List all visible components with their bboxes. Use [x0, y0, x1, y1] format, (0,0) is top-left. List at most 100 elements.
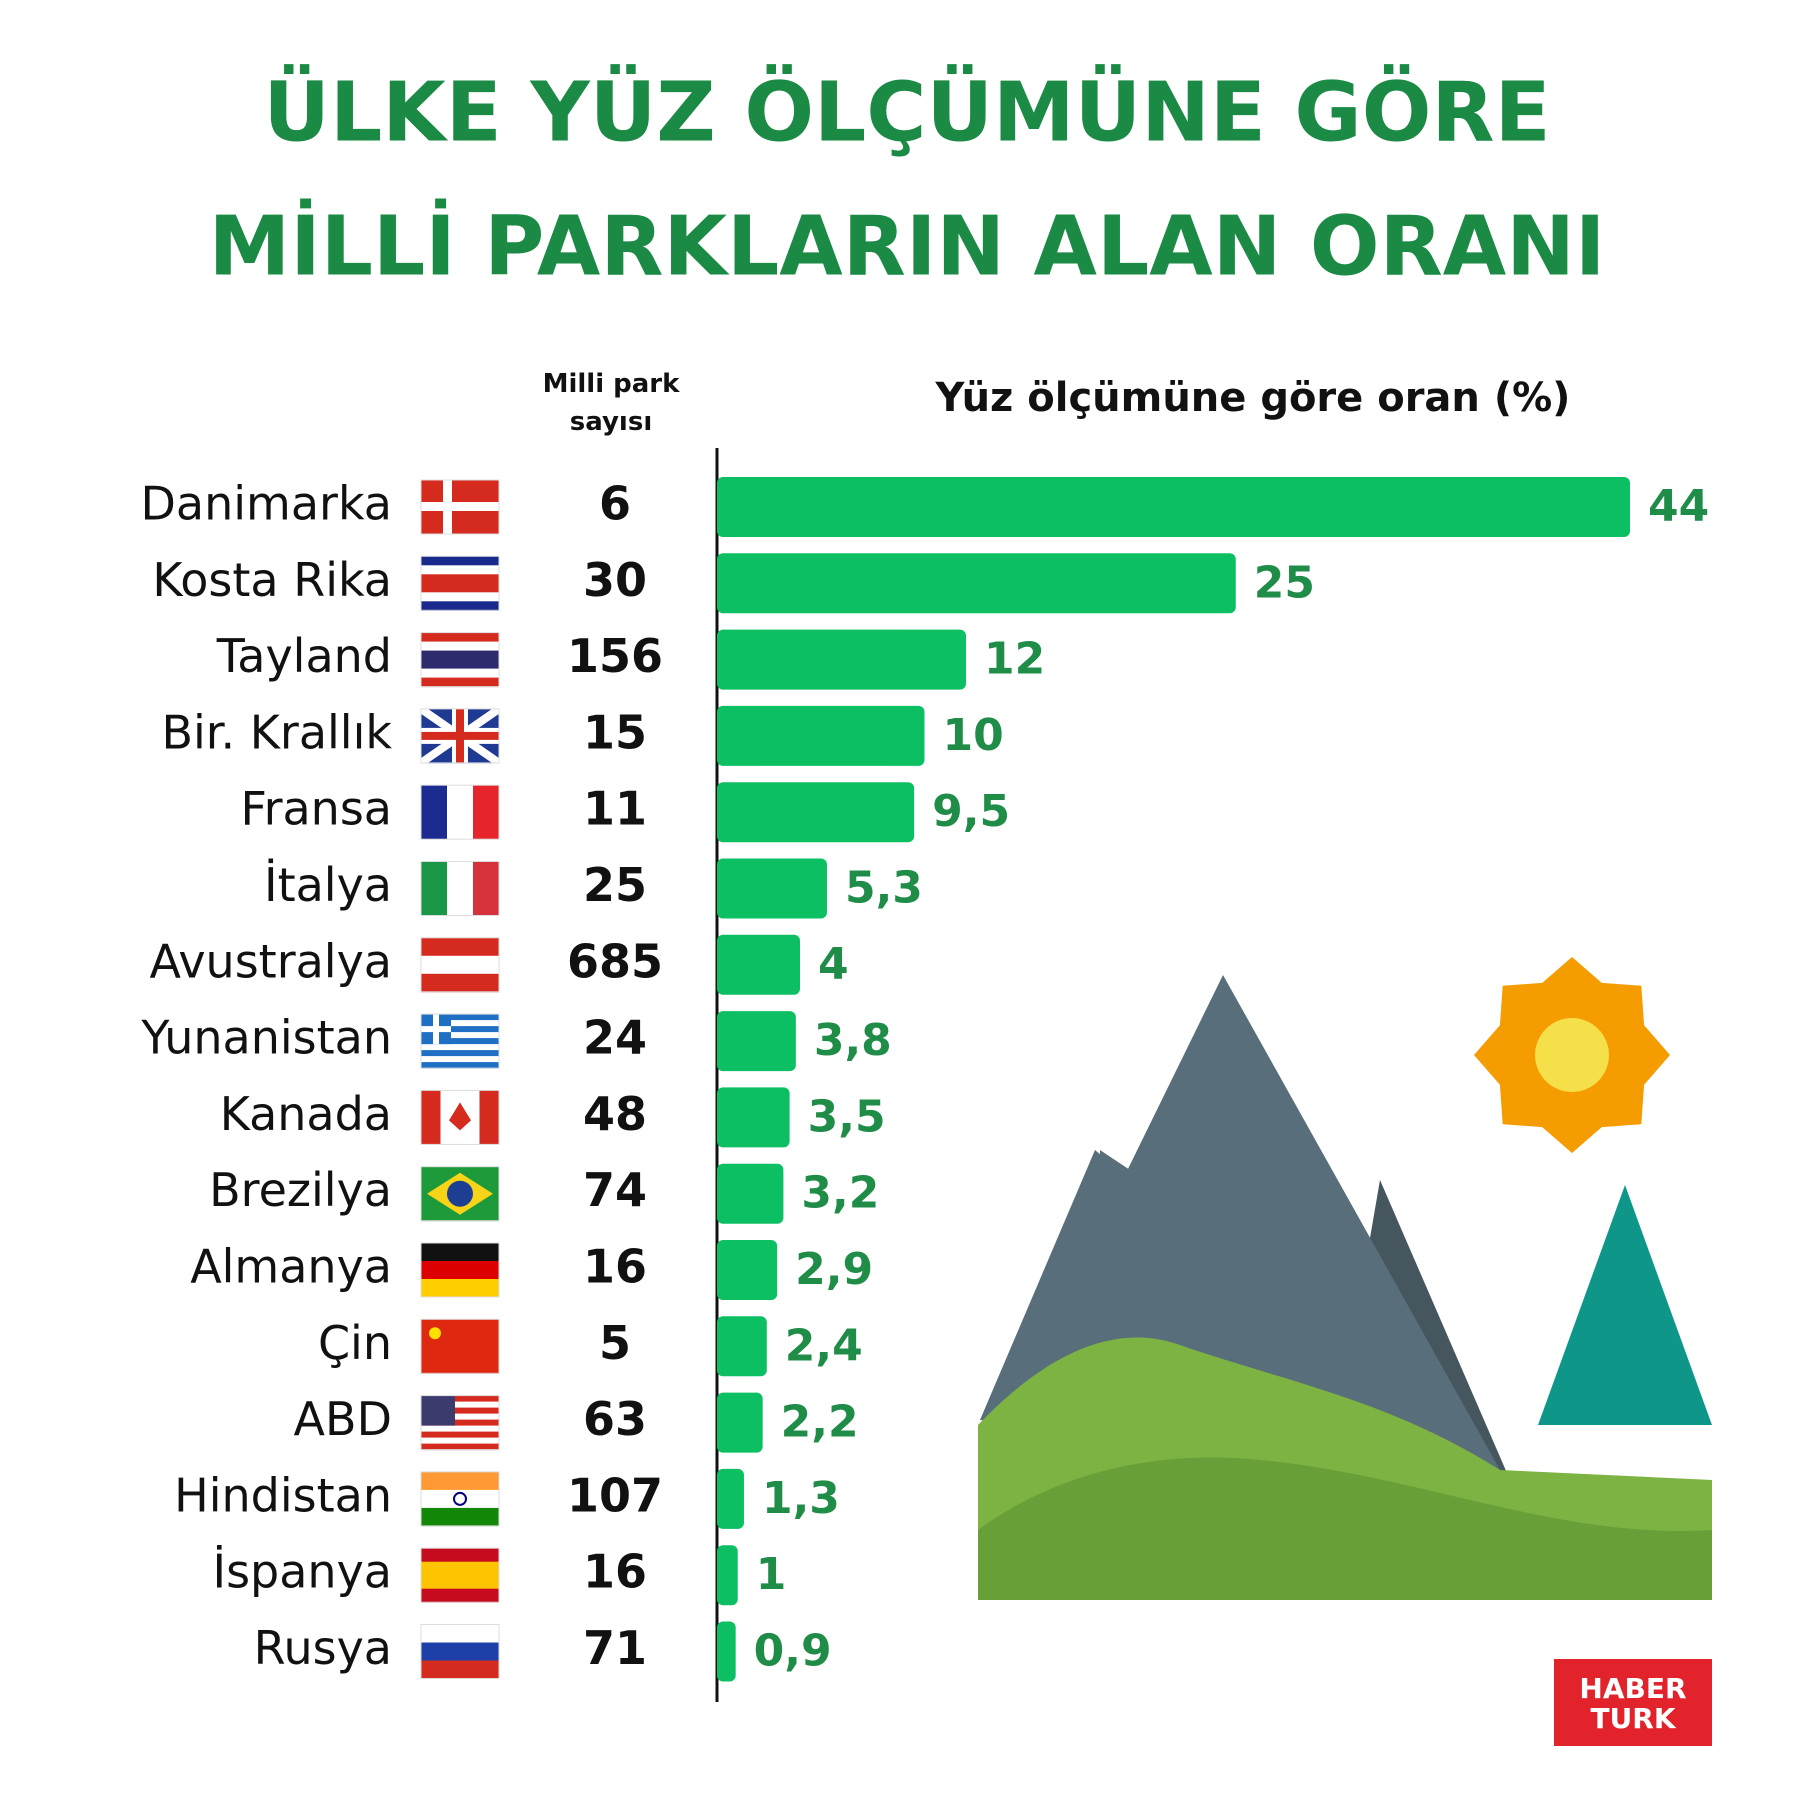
flag: [420, 1013, 500, 1069]
category-label: Brezilya: [209, 1163, 392, 1217]
category-label: Kosta Rika: [152, 553, 392, 607]
flag-border: [420, 708, 500, 764]
bar: [717, 1468, 744, 1529]
flag-part: [421, 731, 499, 740]
flag: [420, 861, 500, 916]
bar: [717, 477, 1630, 537]
flag-part: [473, 861, 500, 916]
category-label: Çin: [318, 1316, 392, 1370]
flag-border: [420, 1089, 500, 1145]
park-count: 16: [583, 1545, 647, 1599]
category-label: Tayland: [216, 629, 392, 683]
flag-part: [421, 1319, 499, 1374]
park-count: 15: [583, 705, 647, 759]
flag-border: [420, 479, 500, 535]
flag-border: [420, 937, 500, 993]
flag-part: [421, 1437, 499, 1445]
flag: [420, 1242, 500, 1298]
park-count: 71: [583, 1621, 647, 1675]
flag-border: [420, 1471, 500, 1527]
bar: [717, 553, 1236, 614]
flag-part: [421, 677, 499, 688]
category-label: ABD: [294, 1392, 392, 1446]
flag-border: [420, 1242, 500, 1298]
flag-part: [421, 556, 499, 566]
value-label: 3,8: [814, 1015, 892, 1066]
bar: [717, 1240, 778, 1300]
bar: [717, 1392, 763, 1453]
flag-part: [421, 650, 499, 661]
flag-part: [429, 1327, 441, 1340]
flag-part: [421, 565, 499, 575]
flag-part: [421, 1489, 499, 1509]
value-label: 44: [1648, 481, 1709, 532]
flag-part: [421, 955, 499, 975]
flag-part: [421, 1261, 499, 1280]
value-label: 25: [1254, 557, 1315, 608]
flag: [420, 1547, 500, 1603]
category-label: Hindistan: [174, 1468, 392, 1522]
flag-part: [421, 502, 499, 511]
flag-part: [421, 601, 499, 611]
park-count: 30: [583, 553, 647, 607]
flag-part: [447, 861, 474, 916]
category-label: İspanya: [213, 1545, 393, 1599]
flag-part: [479, 1090, 500, 1145]
bar: [717, 858, 827, 919]
flag-part: [421, 1561, 499, 1576]
bar: [717, 782, 915, 843]
flag-part: [453, 1491, 467, 1506]
flag-border: [420, 1318, 500, 1374]
flag-part: [421, 1395, 499, 1403]
flag: [418, 705, 502, 767]
flag-part: [440, 1090, 461, 1145]
park-count: 11: [583, 782, 647, 836]
flag-part: [421, 1026, 499, 1033]
flag-border: [420, 784, 500, 840]
flag-part: [421, 668, 499, 679]
landscape-illustration: [978, 957, 1712, 1600]
flag-part: [421, 641, 499, 652]
flag-part: [449, 1102, 471, 1131]
chart-title: ÜLKE YÜZ ÖLÇÜMÜNE GÖRE: [263, 64, 1550, 160]
value-label: 2,9: [795, 1244, 873, 1295]
flag-part: [421, 1413, 499, 1421]
flag: [420, 555, 500, 611]
category-label: Almanya: [190, 1240, 392, 1294]
flag: [420, 784, 500, 840]
value-label: 1,3: [762, 1473, 840, 1524]
flag-part: [421, 1090, 441, 1145]
park-count: 685: [567, 934, 663, 988]
value-label: 0,9: [754, 1626, 832, 1677]
flag-part: [421, 973, 499, 993]
flag-part: [421, 1395, 455, 1426]
flag-border: [420, 1547, 500, 1603]
category-label: Yunanistan: [140, 1011, 392, 1065]
flag-part: [421, 574, 499, 584]
flag-part: [421, 785, 448, 840]
flag-part: [421, 583, 499, 593]
flag-part: [421, 659, 499, 670]
value-label: 12: [984, 634, 1045, 685]
flag-part: [421, 1020, 499, 1027]
flag: [420, 1624, 500, 1679]
category-label: Kanada: [220, 1087, 392, 1141]
flag-part: [421, 1431, 499, 1439]
flag: [420, 479, 500, 535]
flag-part: [421, 1443, 499, 1451]
park-count: 16: [583, 1240, 647, 1294]
flag-part: [421, 1407, 499, 1415]
flag-part: [421, 1044, 499, 1051]
tree: [1538, 1185, 1712, 1425]
bar: [717, 934, 800, 995]
logo-text: HABER: [1579, 1672, 1686, 1705]
park-count: 5: [599, 1316, 631, 1370]
flag: [420, 937, 500, 993]
flag-part: [421, 1050, 499, 1057]
flag-part: [421, 1642, 499, 1661]
bar: [717, 705, 925, 766]
category-label: Fransa: [240, 782, 392, 836]
flag-part: [421, 1014, 499, 1021]
park-count: 74: [583, 1163, 647, 1217]
